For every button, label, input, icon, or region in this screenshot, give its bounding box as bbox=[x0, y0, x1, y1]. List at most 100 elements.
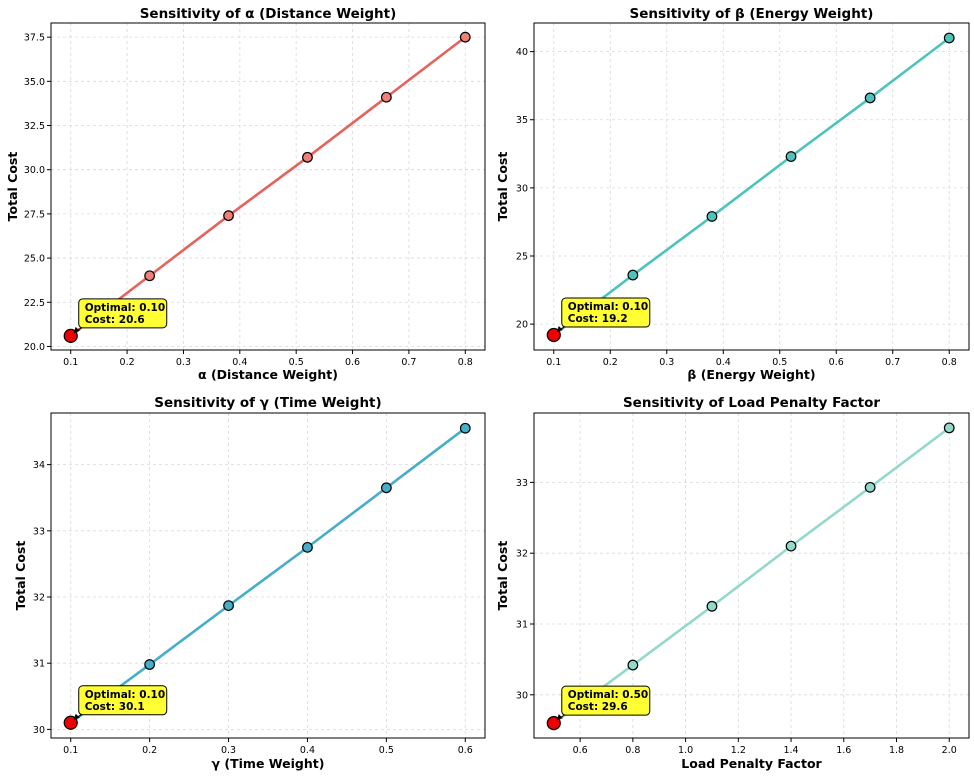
x-tick-label: 0.3 bbox=[221, 745, 236, 756]
x-axis-label: Load Penalty Factor bbox=[681, 756, 822, 771]
x-tick-label: 0.2 bbox=[142, 745, 157, 756]
y-tick-label: 30 bbox=[516, 690, 528, 701]
x-tick-label: 1.2 bbox=[731, 745, 746, 756]
x-tick-label: 0.8 bbox=[458, 357, 473, 368]
annotation-optimal-text: Optimal: 0.10 bbox=[85, 302, 165, 314]
x-tick-label: 0.6 bbox=[573, 745, 588, 756]
y-tick-label: 32 bbox=[516, 549, 528, 560]
data-point bbox=[380, 482, 392, 494]
subplot-1: 0.1 0.2 0.3 0.4 0.5 0.6 0.7 0.8 20.0 22.5 25.0 27.5… bbox=[5, 6, 486, 382]
series-line bbox=[552, 36, 951, 337]
annotation-optimal-text: Optimal: 0.10 bbox=[85, 689, 165, 701]
y-tick-label: 30.0 bbox=[24, 165, 45, 176]
chart-title: Sensitivity of γ (Time Weight) bbox=[154, 395, 381, 411]
data-point bbox=[459, 422, 471, 434]
x-tick-label: 0.3 bbox=[176, 357, 191, 368]
data-point bbox=[223, 600, 234, 612]
data-point bbox=[943, 422, 955, 434]
axes-frame bbox=[50, 412, 486, 739]
arrowhead-icon bbox=[73, 326, 80, 333]
data-point bbox=[380, 91, 392, 103]
y-tick-label: 35.0 bbox=[24, 77, 45, 88]
chart-title: Sensitivity of β (Energy Weight) bbox=[630, 6, 874, 22]
data-point bbox=[302, 151, 313, 163]
y-tick-label: 20 bbox=[516, 320, 528, 331]
y-tick-label: 30 bbox=[33, 725, 45, 736]
data-point bbox=[459, 31, 471, 43]
y-tick-label: 32 bbox=[33, 593, 45, 604]
x-tick-label: 0.7 bbox=[401, 357, 416, 368]
data-point bbox=[627, 659, 639, 671]
y-tick-label: 35 bbox=[516, 115, 528, 126]
y-axis-label: Total Cost bbox=[5, 152, 20, 222]
y-tick-label: 33 bbox=[33, 526, 45, 537]
arrowhead-icon bbox=[556, 326, 563, 333]
y-tick-label: 34 bbox=[33, 460, 45, 471]
x-axis-label: β (Energy Weight) bbox=[687, 367, 815, 382]
x-tick-label: 0.2 bbox=[603, 357, 618, 368]
series-line bbox=[69, 427, 467, 724]
data-point bbox=[785, 540, 797, 552]
x-axis-label: α (Distance Weight) bbox=[198, 367, 338, 382]
x-tick-label: 0.2 bbox=[120, 357, 135, 368]
x-tick-label: 0.1 bbox=[63, 745, 78, 756]
y-axis-label: Total Cost bbox=[495, 152, 510, 222]
x-tick-label: 0.7 bbox=[885, 357, 900, 368]
data-point bbox=[706, 600, 718, 612]
data-point bbox=[943, 32, 955, 44]
x-tick-label: 0.1 bbox=[63, 357, 78, 368]
annotation-cost-text: Cost: 20.6 bbox=[85, 314, 145, 326]
subplot-3: 0.1 0.2 0.3 0.4 0.5 0.6 30 31 32 33 34 Optimal: 0.1… bbox=[13, 395, 486, 771]
chart-title: Sensitivity of α (Distance Weight) bbox=[140, 6, 397, 22]
data-point bbox=[864, 481, 876, 493]
y-tick-label: 25 bbox=[516, 251, 528, 262]
annotation-box bbox=[561, 297, 651, 328]
data-point bbox=[144, 270, 156, 282]
x-tick-label: 0.6 bbox=[458, 745, 473, 756]
data-point bbox=[706, 211, 718, 222]
annotation-box bbox=[78, 685, 168, 716]
y-tick-label: 31 bbox=[516, 620, 528, 631]
data-point bbox=[302, 541, 313, 553]
x-tick-label: 2.0 bbox=[942, 745, 957, 756]
subplot-4: 0.6 0.8 1.0 1.2 1.4 1.6 1.8 2.0 30 31 32 33 Optimal:… bbox=[495, 395, 970, 771]
x-tick-label: 0.6 bbox=[829, 357, 844, 368]
axes-frame bbox=[533, 22, 970, 351]
y-tick-label: 20.0 bbox=[24, 342, 45, 353]
series-line bbox=[69, 36, 467, 337]
annotation-cost-text: Cost: 30.1 bbox=[85, 701, 145, 713]
annotation-optimal-text: Optimal: 0.10 bbox=[568, 301, 648, 313]
data-point bbox=[144, 659, 156, 670]
annotation-box bbox=[78, 298, 168, 329]
y-tick-label: 30 bbox=[516, 183, 528, 194]
x-tick-label: 1.6 bbox=[836, 745, 851, 756]
x-tick-label: 0.3 bbox=[659, 357, 674, 368]
y-axis-label: Total Cost bbox=[495, 541, 510, 611]
axes-frame bbox=[533, 412, 970, 739]
x-axis-label: γ (Time Weight) bbox=[212, 756, 325, 771]
x-tick-label: 0.5 bbox=[379, 745, 394, 756]
y-tick-label: 40 bbox=[516, 47, 528, 58]
data-point bbox=[785, 151, 797, 162]
y-tick-label: 31 bbox=[33, 659, 45, 670]
x-tick-label: 0.4 bbox=[716, 357, 731, 368]
x-tick-label: 0.4 bbox=[300, 745, 315, 756]
annotation-box bbox=[561, 685, 651, 716]
axes-frame bbox=[50, 22, 486, 351]
series-line bbox=[553, 426, 951, 725]
arrowhead-icon bbox=[73, 713, 80, 720]
data-point bbox=[223, 210, 234, 222]
x-tick-label: 1.8 bbox=[889, 745, 904, 756]
x-tick-label: 1.0 bbox=[678, 745, 693, 756]
x-tick-label: 0.1 bbox=[546, 357, 561, 368]
x-tick-label: 0.4 bbox=[232, 357, 247, 368]
x-tick-label: 0.6 bbox=[345, 357, 360, 368]
data-point bbox=[864, 92, 876, 104]
arrowhead-icon bbox=[556, 714, 563, 721]
x-tick-label: 0.8 bbox=[625, 745, 640, 756]
y-tick-label: 27.5 bbox=[24, 209, 45, 220]
annotation-cost-text: Cost: 29.6 bbox=[568, 701, 628, 713]
x-tick-label: 1.4 bbox=[783, 745, 798, 756]
subplot-2: 0.1 0.2 0.3 0.4 0.5 0.6 0.7 0.8 20 25 30 35 40 Optima… bbox=[495, 6, 970, 382]
